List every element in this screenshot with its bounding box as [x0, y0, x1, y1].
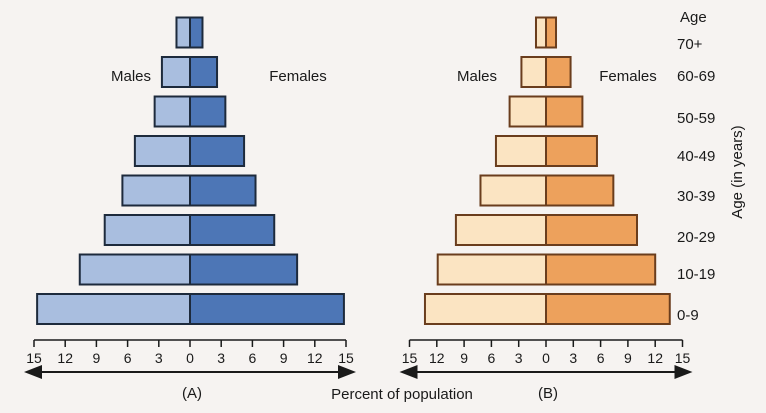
pyramid-a-female-bar-70+	[189, 16, 204, 49]
pyramid-a-male-bar-50-59	[153, 95, 191, 128]
pyramid-a-female-bar-60-69	[189, 56, 219, 88]
pyramid-b-male-bar-60-69	[520, 56, 547, 88]
pyramid-a-female-bar-40-49	[189, 135, 246, 167]
age-label-30-39: 30-39	[677, 188, 715, 205]
arrow-right-head	[674, 365, 693, 379]
pyramid-b-female-bar-0-9	[545, 293, 671, 325]
age-label-0-9: 0-9	[677, 307, 699, 324]
x-tick-label: 9	[280, 350, 288, 366]
pyramid-b-female-bar-50-59	[545, 95, 584, 128]
pyramid-b-male-bar-70+	[534, 16, 547, 49]
x-tick-label: 0	[542, 350, 550, 366]
x-tick-label: 15	[402, 350, 418, 366]
pyramid-a-male-bar-0-9	[36, 293, 192, 325]
age-header: Age	[680, 9, 707, 26]
pyramid-a-male-bar-10-19	[78, 253, 191, 286]
pyramid-b-male-bar-0-9	[423, 293, 547, 325]
arrow-left-head	[24, 365, 42, 379]
x-tick-label: 6	[249, 350, 257, 366]
x-tick-label: 9	[93, 350, 101, 366]
x-tick-label: 15	[675, 350, 691, 366]
pyramid-a-female-bar-30-39	[189, 174, 257, 207]
x-tick-label: 12	[57, 350, 73, 366]
x-tick-label: 3	[515, 350, 523, 366]
age-label-70+: 70+	[677, 36, 703, 53]
x-tick-label: 15	[26, 350, 42, 366]
age-label-50-59: 50-59	[677, 110, 715, 127]
pyramid-b-males-label: Males	[457, 68, 497, 85]
pyramid-b-female-bar-30-39	[545, 174, 615, 207]
pyramid-a-title: (A)	[182, 385, 202, 402]
pyramid-b-male-bar-20-29	[454, 214, 547, 246]
pyramid-b-male-bar-10-19	[436, 253, 547, 286]
x-axis-label: Percent of population	[331, 386, 473, 403]
x-tick-label: 3	[569, 350, 577, 366]
x-tick-label: 0	[186, 350, 194, 366]
pyramid-a-female-bar-50-59	[189, 95, 227, 128]
x-tick-label: 3	[217, 350, 225, 366]
pyramid-b: 15 12 9 6 3 0 3 6 9 12 15	[399, 16, 693, 379]
x-tick-label: 12	[429, 350, 445, 366]
x-tick-label: 6	[488, 350, 496, 366]
pyramid-a-male-bar-30-39	[121, 174, 191, 207]
pyramid-a-female-bar-20-29	[189, 214, 276, 246]
pyramid-b-male-bar-50-59	[508, 95, 548, 128]
pyramid-b-female-bar-20-29	[545, 214, 638, 246]
x-tick-label: 9	[460, 350, 468, 366]
age-axis-label: Age (in years)	[729, 125, 746, 218]
pyramid-b-male-bar-40-49	[494, 135, 548, 167]
pyramid-a-males-label: Males	[111, 68, 151, 85]
age-label-60-69: 60-69	[677, 68, 715, 85]
pyramid-b-female-bar-70+	[545, 16, 558, 49]
age-group-labels: 70+ 60-69 50-59 40-49 30-39 20-29 10-19 0-9	[677, 36, 715, 324]
x-tick-label: 12	[647, 350, 663, 366]
x-tick-label: 6	[597, 350, 605, 366]
x-tick-label: 3	[155, 350, 163, 366]
pyramid-b-female-bar-60-69	[545, 56, 572, 88]
x-tick-label: 15	[338, 350, 354, 366]
pyramid-a: 15 12 9 6 3 0 3 6 9 12 15	[24, 16, 356, 379]
pyramid-a-male-bar-40-49	[133, 135, 192, 167]
pyramid-a-female-bar-10-19	[189, 253, 299, 286]
pyramid-a-female-bar-0-9	[189, 293, 345, 325]
pyramid-a-females-label: Females	[269, 68, 327, 85]
age-label-20-29: 20-29	[677, 229, 715, 246]
x-tick-label: 6	[124, 350, 132, 366]
arrow-right-head	[338, 365, 356, 379]
pyramid-b-female-bar-40-49	[545, 135, 598, 167]
x-tick-label: 12	[307, 350, 323, 366]
pyramid-a-male-bar-60-69	[160, 56, 191, 88]
pyramid-a-male-bar-70+	[175, 16, 191, 49]
pyramid-b-females-label: Females	[599, 68, 657, 85]
pyramid-a-male-bar-20-29	[103, 214, 191, 246]
age-label-40-49: 40-49	[677, 148, 715, 165]
pyramid-b-title: (B)	[538, 385, 558, 402]
pyramid-b-female-bar-10-19	[545, 253, 657, 286]
pyramid-b-male-bar-30-39	[479, 174, 548, 207]
age-label-10-19: 10-19	[677, 266, 715, 283]
x-tick-label: 9	[624, 350, 632, 366]
arrow-left-head	[399, 365, 418, 379]
